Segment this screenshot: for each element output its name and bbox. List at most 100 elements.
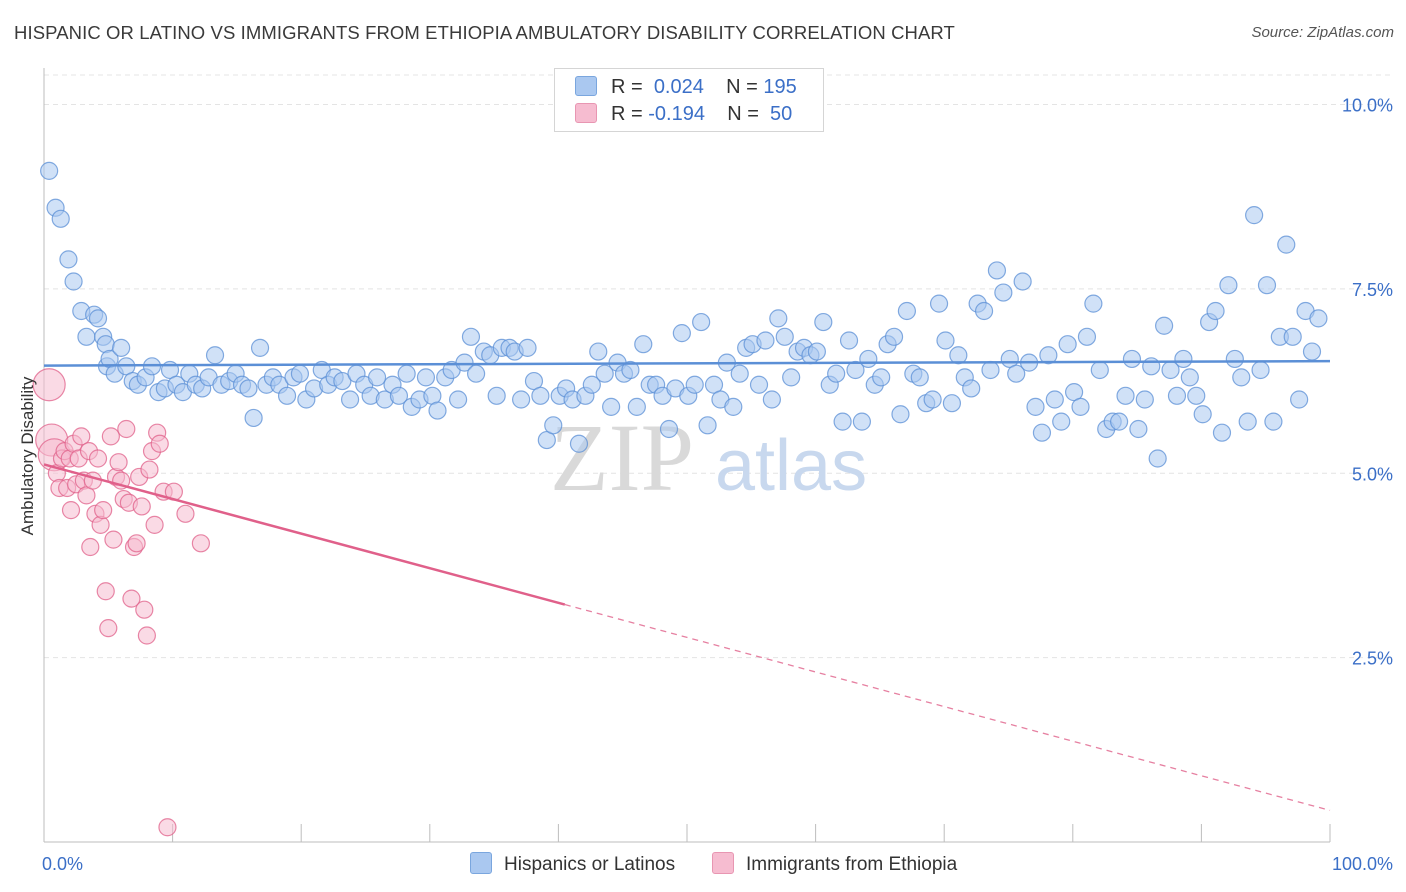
ethiopia-point bbox=[137, 626, 156, 645]
hispanic-point bbox=[994, 283, 1013, 302]
hispanic-point bbox=[1174, 349, 1193, 369]
hispanic-point bbox=[884, 327, 904, 346]
bottom-legend-ethiopia: Immigrants from Ethiopia bbox=[712, 852, 957, 876]
hispanic-point bbox=[1142, 357, 1161, 376]
ethiopia-point bbox=[117, 419, 136, 439]
hispanic-point bbox=[367, 368, 387, 387]
legend-r-value: -0.194 bbox=[648, 103, 705, 125]
hispanic-point bbox=[448, 390, 468, 409]
hispanic-point bbox=[762, 390, 781, 409]
hispanic-point bbox=[859, 349, 878, 369]
legend-swatch-blue bbox=[575, 76, 597, 96]
ethiopia-point bbox=[150, 434, 169, 453]
hispanic-point bbox=[455, 353, 474, 372]
hispanic-point bbox=[1084, 294, 1103, 313]
bottom-legend-label: Immigrants from Ethiopia bbox=[746, 854, 958, 875]
hispanic-point bbox=[77, 327, 96, 346]
trend-line-0 bbox=[43, 359, 1331, 367]
hispanic-point bbox=[981, 360, 1000, 380]
hispanic-point bbox=[827, 364, 846, 383]
correlation-legend: R = 0.024 N = 195 R = -0.194 N = 50 bbox=[554, 68, 824, 132]
hispanic-point bbox=[595, 364, 614, 383]
hispanic-point bbox=[1245, 206, 1264, 225]
hispanic-point bbox=[775, 327, 794, 346]
hispanic-point bbox=[602, 397, 621, 416]
legend-row-ethiopia: R = -0.194 N = 50 bbox=[575, 103, 792, 126]
hispanic-point bbox=[1193, 405, 1212, 424]
hispanic-point bbox=[428, 401, 447, 420]
ethiopia-point bbox=[122, 589, 141, 608]
bottom-legend-swatch-pink bbox=[712, 852, 734, 874]
hispanic-point bbox=[239, 379, 258, 398]
hispanic-point bbox=[749, 375, 769, 394]
ethiopia-point bbox=[101, 427, 120, 446]
legend-n-value: 195 bbox=[763, 76, 797, 98]
hispanic-point bbox=[518, 338, 537, 357]
trend-line-extension-1 bbox=[564, 603, 1331, 812]
hispanic-point bbox=[807, 342, 826, 361]
source-label: Source: ZipAtlas.com bbox=[1251, 24, 1394, 41]
hispanic-point bbox=[936, 331, 955, 350]
hispanic-point bbox=[672, 324, 691, 343]
hispanic-point bbox=[1277, 235, 1296, 254]
hispanic-point bbox=[1212, 423, 1232, 442]
legend-swatch-pink bbox=[575, 103, 597, 123]
hispanic-point bbox=[461, 327, 481, 346]
hispanic-point bbox=[1251, 360, 1270, 380]
hispanic-point bbox=[949, 346, 968, 365]
hispanic-point bbox=[487, 386, 506, 405]
hispanic-point bbox=[814, 312, 833, 332]
ethiopia-point bbox=[96, 582, 115, 601]
ethiopia-point bbox=[94, 501, 113, 520]
ethiopia-point bbox=[140, 460, 159, 479]
hispanic-point bbox=[1302, 342, 1322, 361]
ethiopia-point bbox=[104, 530, 123, 549]
hispanic-point bbox=[942, 394, 962, 413]
hispanic-point bbox=[205, 346, 225, 365]
legend-n-value: 50 bbox=[770, 103, 793, 125]
hispanic-point bbox=[769, 309, 788, 328]
watermark-atlas: atlas bbox=[715, 426, 867, 506]
hispanic-point bbox=[782, 368, 801, 387]
tick-labels: 2.5% 5.0% 7.5% 10.0% 0.0% 100.0% bbox=[42, 96, 1393, 875]
hispanic-point bbox=[839, 331, 859, 350]
ethiopia-point bbox=[158, 818, 177, 837]
hispanic-point bbox=[1045, 390, 1064, 409]
chart-title: HISPANIC OR LATINO VS IMMIGRANTS FROM ET… bbox=[14, 22, 955, 43]
hispanic-point bbox=[1090, 360, 1109, 380]
hispanic-point bbox=[333, 371, 352, 391]
hispanic-point bbox=[466, 364, 486, 383]
hispanic-point bbox=[1013, 272, 1032, 291]
hispanic-point bbox=[1135, 390, 1154, 409]
hispanic-point bbox=[397, 364, 416, 383]
ethiopia-point bbox=[88, 449, 108, 468]
hispanic-point bbox=[1155, 316, 1174, 335]
hispanic-point bbox=[1026, 397, 1045, 416]
hispanic-point bbox=[1148, 449, 1167, 468]
ethiopia-point bbox=[99, 619, 118, 638]
legend-row-hispanic: R = 0.024 N = 195 bbox=[575, 76, 797, 99]
legend-r-value: 0.024 bbox=[653, 76, 704, 98]
hispanic-point bbox=[1283, 327, 1302, 346]
hispanic-point bbox=[987, 261, 1007, 280]
ethiopia-point bbox=[81, 537, 100, 557]
hispanic-point bbox=[1290, 390, 1309, 409]
hispanic-point bbox=[929, 294, 949, 313]
ethiopia-point bbox=[191, 534, 210, 553]
hispanic-point bbox=[897, 301, 917, 321]
legend-r-label: R = bbox=[611, 76, 643, 98]
hispanic-point bbox=[962, 379, 981, 398]
series-0-points bbox=[40, 161, 1328, 468]
hispanic-point bbox=[1116, 386, 1135, 405]
hispanic-point bbox=[1225, 349, 1244, 369]
hispanic-point bbox=[1264, 412, 1283, 431]
hispanic-point bbox=[1122, 349, 1142, 369]
hispanic-point bbox=[1238, 412, 1257, 431]
legend-n-label: N = bbox=[726, 76, 758, 98]
watermark-zip: ZIP bbox=[550, 404, 694, 511]
ethiopia-point bbox=[132, 497, 151, 516]
bottom-legend-hispanic: Hispanics or Latinos bbox=[470, 852, 675, 876]
legend-n-label: N = bbox=[727, 103, 759, 125]
hispanic-point bbox=[1257, 276, 1277, 295]
